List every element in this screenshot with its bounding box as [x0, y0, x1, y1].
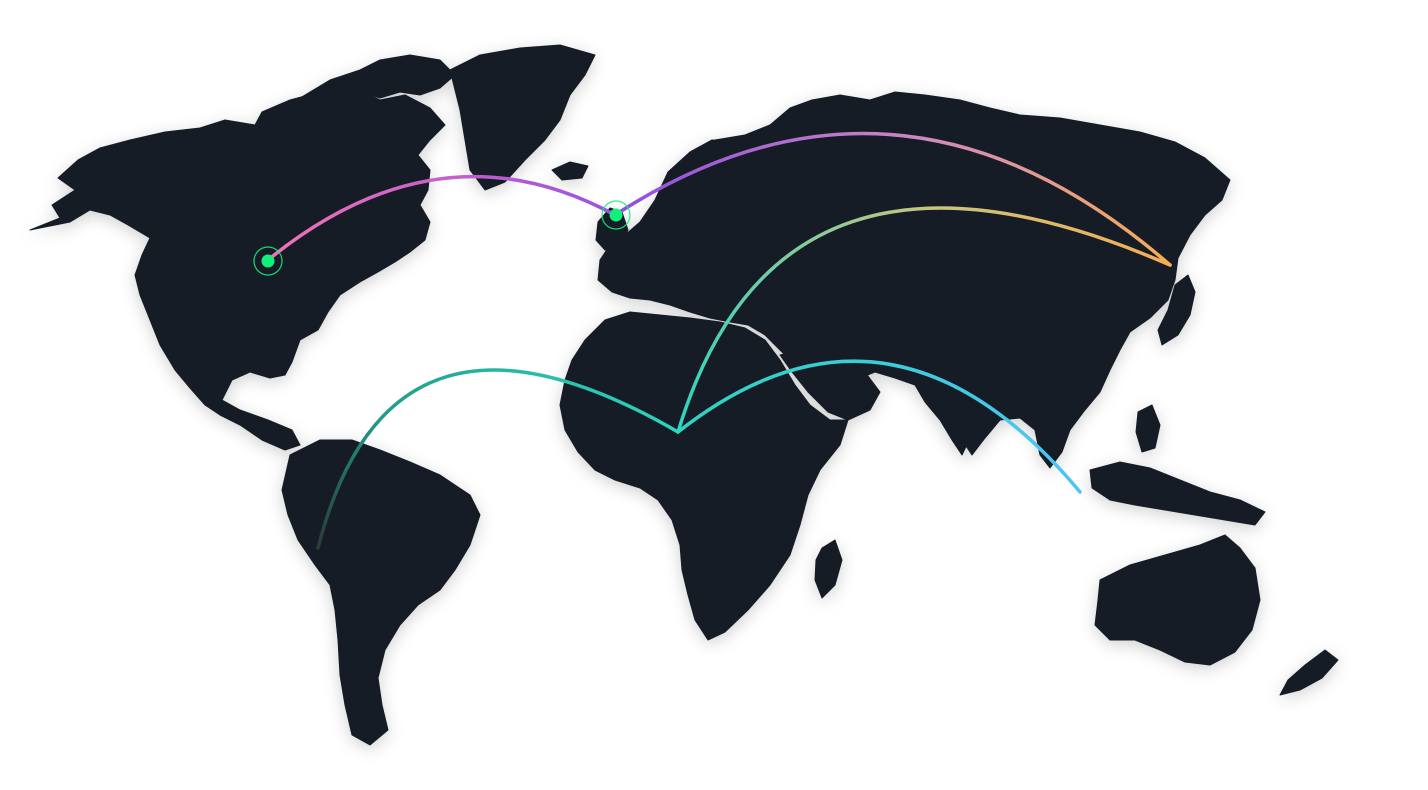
south-america-landmass [281, 439, 481, 746]
india-landmass [914, 377, 986, 456]
greenland-landmass [449, 44, 596, 191]
australia-landmass [1094, 534, 1261, 666]
eurasia-landmass [597, 91, 1231, 469]
japan-landmass [1157, 274, 1196, 346]
continents [29, 44, 1339, 746]
arctic-islands-landmass [259, 54, 456, 121]
scandinavia-landmass [654, 139, 736, 216]
route-africa-to-southeast-asia [676, 359, 1082, 494]
philippines-landmass [1135, 404, 1161, 453]
north-america-marker [253, 246, 283, 276]
europe-marker [601, 200, 631, 230]
madagascar-landmass [814, 539, 843, 599]
north-america-landmass [29, 87, 446, 451]
new-zealand-landmass [1279, 649, 1339, 696]
southeast-asia-islands-landmass [1089, 461, 1266, 526]
route-south-america-to-africa [316, 368, 680, 550]
route-africa-to-east-asia [676, 206, 1172, 434]
africa-landmass [559, 311, 849, 641]
route-europe-to-east-asia [613, 131, 1172, 267]
routes [266, 131, 1172, 550]
iceland-landmass [551, 161, 589, 181]
route-north-america-to-europe [266, 174, 617, 262]
